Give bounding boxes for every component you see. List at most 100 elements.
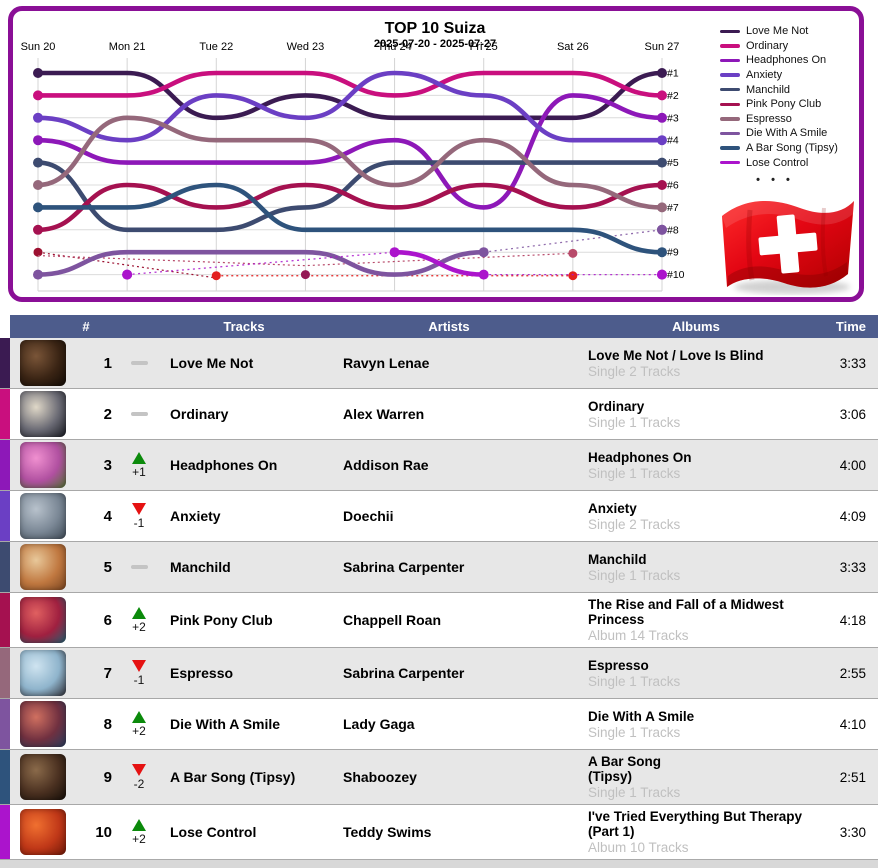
rank-change-value: -1: [133, 673, 145, 687]
legend-item: Die With A Smile: [720, 126, 838, 141]
rank-number: 9: [103, 768, 112, 786]
rank-color-bar: [0, 699, 10, 749]
album-cell: I've Tried Everything But Therapy (Part …: [572, 805, 820, 859]
rank-no-change-icon: [130, 412, 148, 416]
other-track-thin: [37, 252, 573, 267]
album-title: The Rise and Fall of a Midwest Princess: [588, 597, 784, 627]
artist-name: Doechii: [343, 508, 394, 524]
track-title: Headphones On: [170, 457, 278, 473]
legend-item: Ordinary: [720, 39, 838, 54]
page: { "chart": { "title": "TOP 10 Suiza", "s…: [0, 6, 878, 868]
x-axis-day-label: Sun 20: [21, 41, 56, 53]
table-row[interactable]: 2 Ordinary Alex Warren Ordinary Single 1 Tra…: [0, 388, 878, 439]
table-row[interactable]: 7 -1 Espresso Sabrina Carpenter Espresso Sing…: [0, 647, 878, 698]
table-row[interactable]: 10 +2 Lose Control Teddy Swims I've Tried Ev…: [0, 804, 878, 859]
table-row[interactable]: 6 +2 Pink Pony Club Chappell Roan The Rise a…: [0, 592, 878, 647]
rank-up-icon: [132, 607, 146, 619]
track-duration: 4:10: [839, 716, 866, 732]
rank-up-icon: [132, 452, 146, 464]
table-row[interactable]: 9 -2 A Bar Song (Tipsy) Shaboozey A Bar Song…: [0, 749, 878, 804]
series-manchild: [33, 157, 667, 233]
legend-swatch: [720, 44, 740, 48]
series-anxiety: [33, 70, 667, 146]
album-title: Love Me Not / Love Is Blind: [588, 347, 764, 363]
track-duration: 4:00: [839, 457, 866, 473]
legend-item: Espresso: [720, 112, 838, 127]
position-label: #3: [667, 112, 679, 124]
rank-number: 5: [103, 558, 112, 576]
top10-table: # Tracks Artists Albums Time 1 Love Me No…: [0, 315, 878, 868]
legend-item: Headphones On: [720, 53, 838, 68]
table-row[interactable]: 3 +1 Headphones On Addison Rae Headphones On…: [0, 439, 878, 490]
rank-down-icon: [132, 660, 146, 672]
track-duration: 3:30: [839, 824, 866, 840]
legend-item: Anxiety: [720, 68, 838, 83]
rank-number: 7: [103, 664, 112, 682]
swiss-flag-image: [712, 192, 860, 296]
rank-change: [116, 412, 162, 416]
track-title: Die With A Smile: [170, 716, 281, 732]
table-body: 1 Love Me Not Ravyn Lenae Love Me Not / Lov…: [0, 338, 878, 859]
rank-no-change-icon: [130, 565, 148, 569]
other-track-thin-dot: [568, 248, 578, 258]
position-label: #5: [667, 157, 679, 169]
album-art-thumbnail: [20, 809, 66, 855]
table-row[interactable]: 4 -1 Anxiety Doechii Anxiety Single 2 Tracks 4…: [0, 490, 878, 541]
rank-change: [116, 361, 162, 365]
legend: Love Me Not Ordinary Headphones On Anxiety M…: [720, 24, 838, 186]
legend-label: Ordinary: [746, 39, 789, 52]
x-axis-day-label: Sun 27: [645, 41, 680, 53]
series-die-with-a-smile: [33, 224, 667, 280]
track-duration: 2:51: [839, 769, 866, 785]
col-header-time: Time: [835, 319, 866, 334]
rank-number: 10: [95, 823, 112, 841]
legend-label: Espresso: [746, 112, 792, 125]
track-duration: 2:55: [839, 665, 866, 681]
table-row[interactable]: 1 Love Me Not Ravyn Lenae Love Me Not / Lov…: [0, 338, 878, 388]
album-title: A Bar Song (Tipsy): [588, 754, 662, 784]
x-axis-day-label: Wed 23: [287, 41, 325, 53]
album-cell: Manchild Single 1 Tracks: [572, 548, 820, 587]
rank-number: 4: [103, 507, 112, 525]
col-header-tracks: Tracks: [223, 319, 265, 334]
legend-swatch: [720, 146, 740, 150]
legend-swatch: [720, 58, 740, 63]
legend-item: Love Me Not: [720, 24, 838, 39]
album-type-tracks: Single 1 Tracks: [588, 567, 681, 583]
track-title: Lose Control: [170, 824, 257, 840]
rank-change-value: +2: [132, 620, 146, 634]
rank-number: 1: [103, 354, 112, 372]
table-row[interactable]: 5 Manchild Sabrina Carpenter Manchild Single…: [0, 541, 878, 592]
artist-name: Teddy Swims: [343, 824, 432, 840]
track-title: A Bar Song (Tipsy): [170, 769, 296, 785]
artist-name: Sabrina Carpenter: [343, 559, 465, 575]
rank-number: 2: [103, 405, 112, 423]
legend-item: Pink Pony Club: [720, 97, 838, 112]
legend-label: Lose Control: [746, 156, 809, 169]
rank-change: [116, 565, 162, 569]
track-title: Manchild: [170, 559, 231, 575]
chart-date-range: 2025-07-20 - 2025-07-27: [373, 38, 497, 50]
legend-more-ellipsis: • • •: [756, 173, 794, 186]
other-track-at-10-dot: [568, 271, 578, 281]
rank-number: 8: [103, 715, 112, 733]
position-label: #2: [667, 90, 679, 102]
x-axis-day-label: Fri 25: [470, 41, 498, 53]
album-cell: Die With A Smile Single 1 Tracks: [572, 705, 820, 744]
table-row[interactable]: 8 +2 Die With A Smile Lady Gaga Die With A S…: [0, 698, 878, 749]
album-cell: The Rise and Fall of a Midwest Princess A…: [572, 593, 820, 647]
album-art-thumbnail: [20, 650, 66, 696]
track-duration: 3:33: [839, 355, 866, 371]
album-type-tracks: Single 2 Tracks: [588, 363, 681, 379]
album-title: Anxiety: [588, 500, 637, 516]
album-art-thumbnail: [20, 340, 66, 386]
legend-label: A Bar Song (Tipsy): [746, 142, 838, 155]
legend-label: Manchild: [746, 83, 791, 96]
album-art-thumbnail: [20, 701, 66, 747]
album-art-thumbnail: [20, 442, 66, 488]
album-cell: A Bar Song (Tipsy) Single 1 Tracks: [572, 750, 820, 804]
series-headphones-on: [33, 93, 667, 210]
legend-label: Headphones On: [746, 54, 827, 67]
position-label: #4: [667, 135, 679, 147]
bump-chart: Sun 20 Mon 21 Tue 22 Wed 23 Thu 24 Fri 25 Sat …: [21, 41, 685, 292]
